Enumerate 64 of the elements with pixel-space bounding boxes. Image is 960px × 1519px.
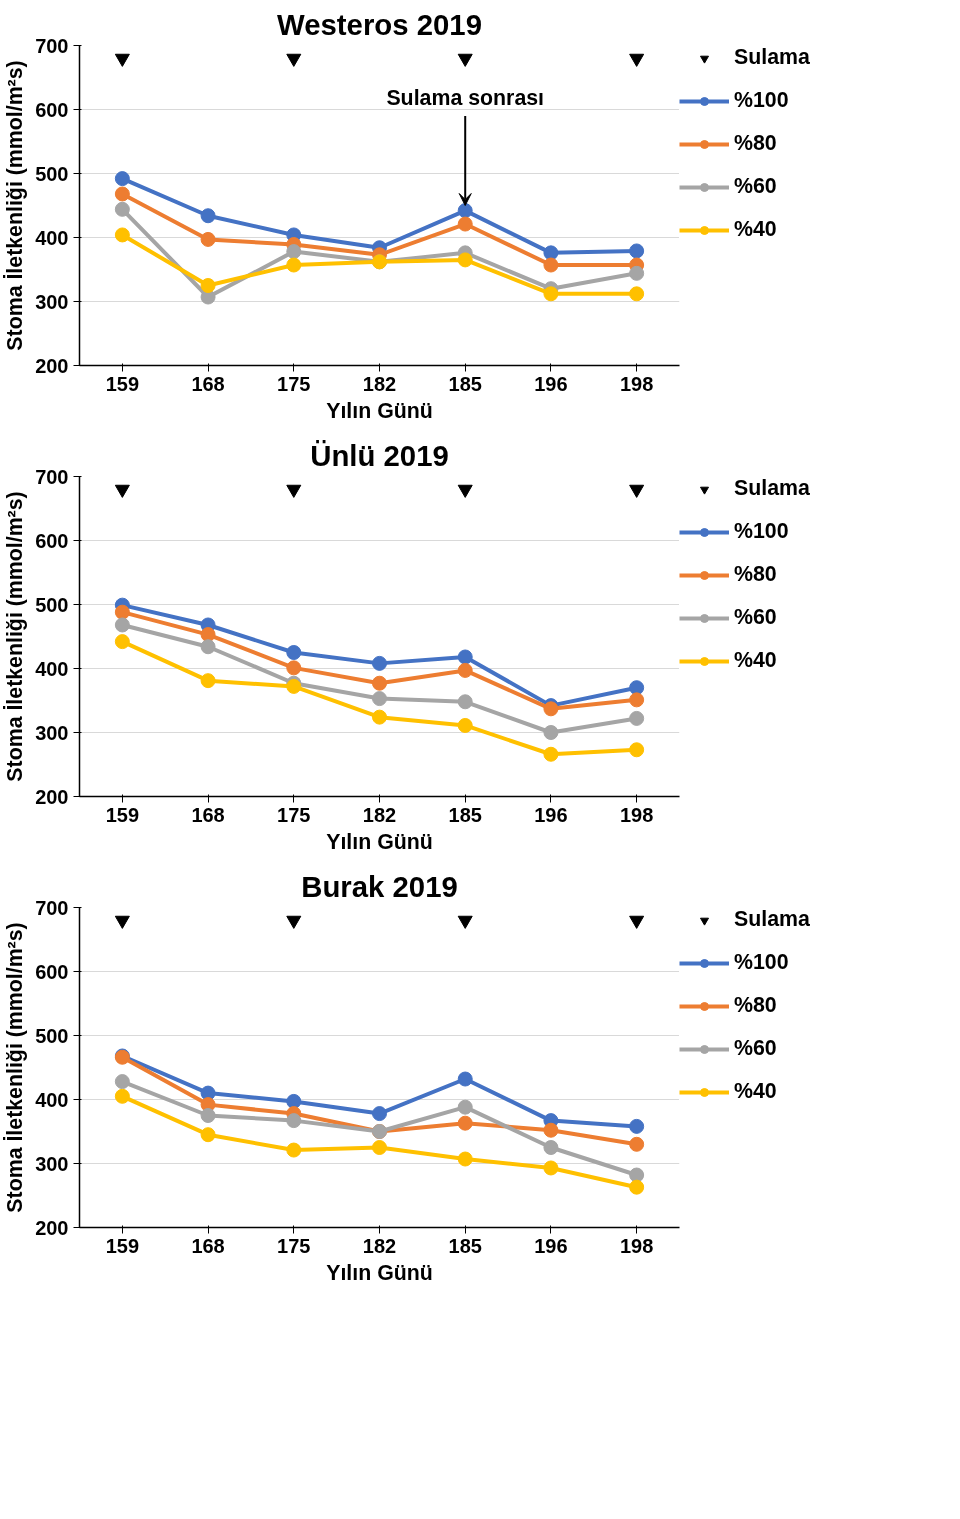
x-axis-title: Yılın Günü [326,829,433,854]
y-tick-label: 300 [35,290,69,313]
x-tick-label: 159 [105,372,140,395]
y-tick-label: 300 [35,721,69,744]
x-tick-label: 198 [619,1234,654,1257]
legend-label: %100 [734,950,789,975]
x-tick-label: 175 [277,1234,311,1257]
y-tick-label: 600 [35,529,69,552]
chart-title: Ünlü 2019 [310,438,449,472]
x-tick-label: 168 [191,1234,225,1257]
x-tick-label: 159 [105,1234,140,1257]
x-tick-label: 175 [277,803,311,826]
legend-label: %80 [734,562,777,587]
legend-label: %100 [734,88,789,113]
y-tick-label: 400 [35,657,69,680]
x-tick-label: 196 [534,372,568,395]
y-tick-label: 600 [35,960,69,983]
legend-label: %40 [734,1079,777,1104]
x-tick-label: 168 [191,372,225,395]
y-axis-title: Stoma İletkenliği (mmol/m²s) [3,491,28,782]
legend-label: %40 [734,648,777,673]
x-tick-label: 196 [534,1234,568,1257]
x-tick-label: 182 [362,372,397,395]
y-tick-label: 500 [35,593,69,616]
y-tick-label: 500 [35,1024,69,1047]
x-axis-title: Yılın Günü [326,398,433,423]
y-tick-label: 600 [35,98,69,121]
legend-label: %60 [734,1036,777,1061]
x-tick-label: 182 [362,1234,397,1257]
y-tick-label: 300 [35,1152,69,1175]
legend-label: %40 [734,217,777,242]
chart-title: Burak 2019 [301,869,458,903]
x-tick-label: 196 [534,803,568,826]
x-tick-label: 168 [191,803,225,826]
y-tick-label: 400 [35,1088,69,1111]
y-tick-label: 700 [35,465,69,488]
y-tick-label: 200 [35,1216,69,1239]
legend-label: Sulama [734,45,810,70]
legend-label: %80 [734,131,777,156]
legend-label: Sulama [734,476,810,501]
x-tick-label: 159 [105,803,140,826]
x-axis-title: Yılın Günü [326,1260,433,1285]
legend-label: %100 [734,519,789,544]
x-tick-label: 185 [448,372,482,395]
x-tick-label: 185 [448,1234,482,1257]
legend-label: %60 [734,605,777,630]
y-axis-title: Stoma İletkenliği (mmol/m²s) [3,60,28,351]
x-tick-label: 175 [277,372,311,395]
legend-label: %60 [734,174,777,199]
annotation: Sulama sonrası [386,85,545,110]
y-tick-label: 500 [35,162,69,185]
legend-label: %80 [734,993,777,1018]
x-tick-label: 185 [448,803,482,826]
chart-title: Westeros 2019 [277,7,482,41]
y-tick-label: 200 [35,785,69,808]
y-tick-label: 400 [35,226,69,249]
x-tick-label: 198 [619,803,654,826]
x-tick-label: 198 [619,372,654,395]
y-tick-label: 700 [35,34,69,57]
x-tick-label: 182 [362,803,397,826]
y-axis-title: Stoma İletkenliği (mmol/m²s) [3,922,28,1213]
y-tick-label: 200 [35,354,69,377]
y-tick-label: 700 [35,896,69,919]
legend-label: Sulama [734,907,810,932]
